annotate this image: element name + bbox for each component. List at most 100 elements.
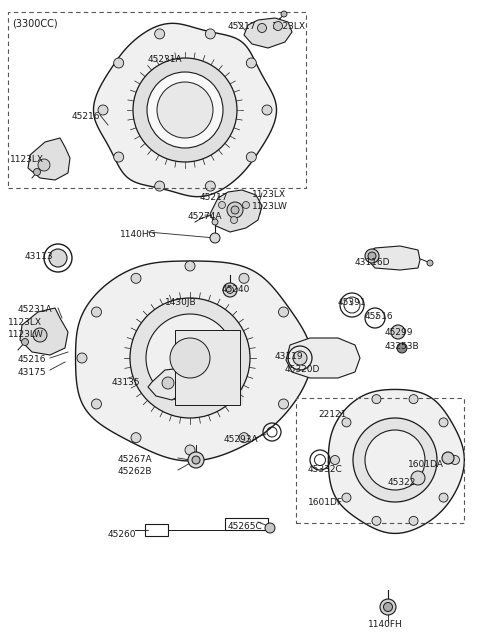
Text: 45516: 45516 xyxy=(365,312,394,321)
Circle shape xyxy=(114,152,124,162)
Circle shape xyxy=(372,395,381,404)
Circle shape xyxy=(278,307,288,317)
Circle shape xyxy=(246,58,256,68)
Circle shape xyxy=(192,456,200,464)
Circle shape xyxy=(439,418,448,427)
Circle shape xyxy=(427,260,433,266)
Circle shape xyxy=(22,339,28,346)
Circle shape xyxy=(397,343,407,353)
Text: 1123LW: 1123LW xyxy=(8,330,44,339)
Circle shape xyxy=(34,169,40,176)
Circle shape xyxy=(230,217,238,224)
Circle shape xyxy=(365,249,379,263)
Text: 1140FH: 1140FH xyxy=(368,620,403,629)
Circle shape xyxy=(409,395,418,404)
Text: 43116D: 43116D xyxy=(355,258,391,267)
Text: 1601DF: 1601DF xyxy=(308,498,343,507)
Circle shape xyxy=(281,11,287,17)
Circle shape xyxy=(331,456,339,465)
Circle shape xyxy=(147,72,223,148)
Text: 1140HG: 1140HG xyxy=(120,230,156,239)
Polygon shape xyxy=(286,338,360,378)
Text: 45320D: 45320D xyxy=(285,365,320,374)
Circle shape xyxy=(185,445,195,455)
Bar xyxy=(296,398,464,523)
Circle shape xyxy=(210,233,220,243)
Text: 45260: 45260 xyxy=(108,530,136,539)
Circle shape xyxy=(133,58,237,162)
Circle shape xyxy=(372,516,381,525)
Circle shape xyxy=(239,273,249,283)
Circle shape xyxy=(293,351,307,365)
Circle shape xyxy=(188,452,204,468)
Circle shape xyxy=(185,261,195,271)
Text: 45299: 45299 xyxy=(385,328,413,337)
Circle shape xyxy=(342,418,351,427)
Circle shape xyxy=(218,201,226,208)
Text: 45332C: 45332C xyxy=(308,465,343,474)
Circle shape xyxy=(227,202,243,218)
Text: 43175: 43175 xyxy=(18,368,47,377)
Circle shape xyxy=(409,516,418,525)
Circle shape xyxy=(278,399,288,409)
Circle shape xyxy=(223,283,237,297)
Circle shape xyxy=(146,314,234,402)
Circle shape xyxy=(262,105,272,115)
Circle shape xyxy=(384,603,393,612)
Text: 45391: 45391 xyxy=(338,298,367,307)
Polygon shape xyxy=(28,138,70,180)
Text: 45267A: 45267A xyxy=(118,455,153,464)
Circle shape xyxy=(33,328,47,342)
Circle shape xyxy=(227,286,233,293)
Circle shape xyxy=(205,29,216,39)
Circle shape xyxy=(155,29,165,39)
Polygon shape xyxy=(368,246,420,270)
Text: 45262B: 45262B xyxy=(118,467,153,476)
Circle shape xyxy=(170,338,210,378)
Polygon shape xyxy=(148,368,190,400)
Text: 43135: 43135 xyxy=(112,378,141,387)
Polygon shape xyxy=(94,24,276,197)
Circle shape xyxy=(380,599,396,615)
Text: 45265C: 45265C xyxy=(228,522,263,531)
Circle shape xyxy=(242,201,250,208)
Text: 45217: 45217 xyxy=(228,22,256,31)
Circle shape xyxy=(293,353,303,363)
Text: 1123LX: 1123LX xyxy=(8,318,42,327)
Polygon shape xyxy=(328,389,464,534)
Text: 43253B: 43253B xyxy=(385,342,420,351)
Circle shape xyxy=(92,399,101,409)
Circle shape xyxy=(98,105,108,115)
Text: 1123LW: 1123LW xyxy=(252,202,288,211)
Circle shape xyxy=(365,430,425,490)
Text: 43119: 43119 xyxy=(275,352,304,361)
Circle shape xyxy=(442,452,454,464)
Circle shape xyxy=(391,325,405,339)
Text: 45240: 45240 xyxy=(222,285,251,294)
Circle shape xyxy=(155,181,165,191)
Circle shape xyxy=(212,219,218,225)
Bar xyxy=(175,330,240,405)
Text: 22121: 22121 xyxy=(318,410,347,419)
Text: 45231A: 45231A xyxy=(148,55,182,64)
Text: 1123LX: 1123LX xyxy=(10,155,44,164)
Circle shape xyxy=(130,298,250,418)
Circle shape xyxy=(131,433,141,443)
Text: 1601DA: 1601DA xyxy=(408,460,444,469)
Circle shape xyxy=(451,456,459,465)
Circle shape xyxy=(162,377,174,389)
Text: (3300CC): (3300CC) xyxy=(12,18,58,28)
Circle shape xyxy=(368,252,376,260)
Text: 43113: 43113 xyxy=(25,252,54,261)
Circle shape xyxy=(77,353,87,363)
Circle shape xyxy=(439,493,448,502)
Circle shape xyxy=(131,273,141,283)
Text: 1123LX: 1123LX xyxy=(252,190,286,199)
Circle shape xyxy=(239,433,249,443)
Circle shape xyxy=(246,152,256,162)
Text: 45293A: 45293A xyxy=(224,435,259,444)
Bar xyxy=(8,12,306,188)
Polygon shape xyxy=(75,261,312,461)
Polygon shape xyxy=(20,308,68,355)
Circle shape xyxy=(38,159,50,171)
